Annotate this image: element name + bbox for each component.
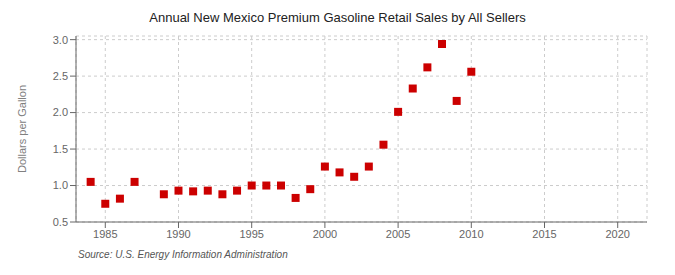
svg-text:Dollars per Gallon: Dollars per Gallon	[16, 85, 28, 173]
svg-text:1990: 1990	[166, 228, 190, 240]
svg-text:1.5: 1.5	[53, 143, 68, 155]
svg-text:2020: 2020	[605, 228, 629, 240]
svg-text:2005: 2005	[386, 228, 410, 240]
html-text:Source: U.S. Energy Informatio: Source: U.S. Energy Information Administ…	[78, 249, 288, 260]
svg-text:2.5: 2.5	[53, 70, 68, 82]
svg-text:3.0: 3.0	[53, 34, 68, 46]
svg-text:2.0: 2.0	[53, 106, 68, 118]
svg-text:2010: 2010	[459, 228, 483, 240]
html-text:Annual New Mexico Premium Gaso: Annual New Mexico Premium Gasoline Retai…	[149, 10, 526, 25]
svg-text:1.0: 1.0	[53, 179, 68, 191]
svg-text:1995: 1995	[239, 228, 263, 240]
svg-text:2015: 2015	[532, 228, 556, 240]
svg-text:0.5: 0.5	[53, 216, 68, 228]
svg-text:2000: 2000	[313, 228, 337, 240]
svg-text:1985: 1985	[93, 228, 117, 240]
